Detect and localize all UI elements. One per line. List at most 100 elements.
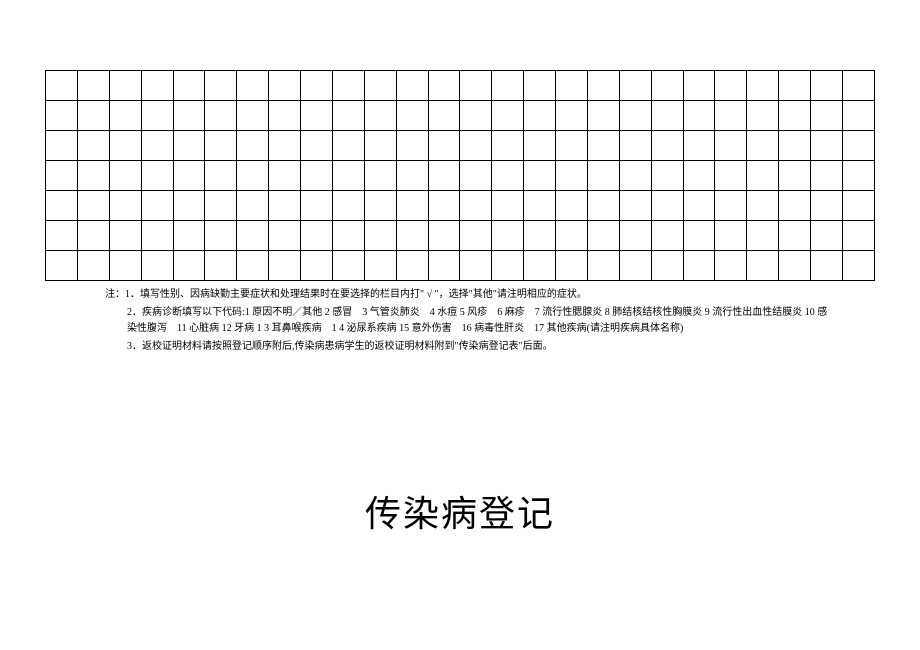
grid-cell [556, 101, 588, 131]
grid-cell [524, 71, 556, 101]
grid-cell [556, 251, 588, 281]
grid-cell [460, 131, 492, 161]
grid-cell [428, 161, 460, 191]
grid-cell [524, 221, 556, 251]
grid-cell [301, 71, 333, 101]
grid-cell [332, 191, 364, 221]
note-line-3: 3．返校证明材料请按照登记顺序附后,传染病患病学生的返校证明材料附到"传染病登记… [105, 339, 835, 355]
grid-cell [715, 101, 747, 131]
grid-cell [619, 221, 651, 251]
grid-cell [715, 221, 747, 251]
grid-cell [683, 251, 715, 281]
grid-cell [173, 131, 205, 161]
grid-cell [842, 161, 874, 191]
grid-cell [46, 131, 78, 161]
grid-cell [396, 131, 428, 161]
grid-cell [109, 191, 141, 221]
grid-cell [141, 191, 173, 221]
grid-cell [811, 131, 843, 161]
grid-cell [77, 71, 109, 101]
grid-cell [109, 131, 141, 161]
grid-cell [364, 101, 396, 131]
grid-cell [747, 221, 779, 251]
grid-cell [141, 131, 173, 161]
grid-cell [269, 191, 301, 221]
grid-cell [492, 251, 524, 281]
note-prefix: 注： [105, 289, 125, 300]
grid-cell [77, 161, 109, 191]
grid-cell [524, 101, 556, 131]
grid-cell [747, 71, 779, 101]
grid-cell [237, 131, 269, 161]
grid-cell [683, 131, 715, 161]
grid-cell [428, 221, 460, 251]
grid-cell [205, 191, 237, 221]
page-container: 注：1．填写性别、因病缺勤主要症状和处理结果时在要选择的栏目内打" √ "，选择… [0, 0, 920, 537]
grid-cell [205, 131, 237, 161]
grid-cell [683, 221, 715, 251]
grid-cell [396, 191, 428, 221]
grid-cell [173, 251, 205, 281]
grid-cell [237, 101, 269, 131]
grid-cell [109, 251, 141, 281]
grid-cell [332, 161, 364, 191]
grid-cell [811, 161, 843, 191]
grid-cell [747, 191, 779, 221]
grid-cell [779, 251, 811, 281]
grid-cell [301, 161, 333, 191]
grid-cell [842, 221, 874, 251]
grid-cell [396, 161, 428, 191]
grid-cell [46, 101, 78, 131]
grid-cell [301, 221, 333, 251]
grid-cell [715, 131, 747, 161]
grid-cell [109, 161, 141, 191]
table-row [46, 161, 875, 191]
grid-cell [811, 101, 843, 131]
grid-cell [492, 71, 524, 101]
grid-cell [556, 191, 588, 221]
grid-cell [301, 191, 333, 221]
grid-cell [524, 131, 556, 161]
grid-cell [811, 221, 843, 251]
grid-cell [619, 101, 651, 131]
grid-cell [779, 221, 811, 251]
grid-cell [396, 221, 428, 251]
grid-cell [556, 71, 588, 101]
grid-cell [269, 131, 301, 161]
grid-cell [173, 191, 205, 221]
grid-cell [715, 161, 747, 191]
grid-cell [46, 251, 78, 281]
grid-cell [619, 161, 651, 191]
grid-cell [683, 101, 715, 131]
grid-cell [173, 101, 205, 131]
grid-cell [332, 221, 364, 251]
grid-cell [556, 221, 588, 251]
grid-cell [619, 191, 651, 221]
grid-cell [492, 131, 524, 161]
grid-cell [779, 191, 811, 221]
grid-cell [428, 101, 460, 131]
grid-cell [269, 71, 301, 101]
table-row [46, 251, 875, 281]
grid-cell [460, 101, 492, 131]
grid-cell [524, 191, 556, 221]
grid-cell [46, 71, 78, 101]
grid-cell [428, 251, 460, 281]
grid-cell [301, 101, 333, 131]
grid-cell [460, 71, 492, 101]
grid-cell [364, 131, 396, 161]
grid-cell [556, 161, 588, 191]
grid-cell [141, 71, 173, 101]
grid-cell [651, 131, 683, 161]
grid-cell [842, 191, 874, 221]
grid-cell [428, 71, 460, 101]
grid-cell [205, 161, 237, 191]
grid-cell [396, 101, 428, 131]
grid-cell [651, 221, 683, 251]
grid-cell [269, 101, 301, 131]
grid-cell [587, 101, 619, 131]
grid-cell [492, 101, 524, 131]
note-2-text: 2．疾病诊断填写以下代码:1 原因不明／其他 2 感冒 3 气管炎肺炎 4 水痘… [127, 307, 827, 334]
notes-section: 注：1．填写性别、因病缺勤主要症状和处理结果时在要选择的栏目内打" √ "，选择… [45, 287, 875, 355]
grid-cell [524, 251, 556, 281]
